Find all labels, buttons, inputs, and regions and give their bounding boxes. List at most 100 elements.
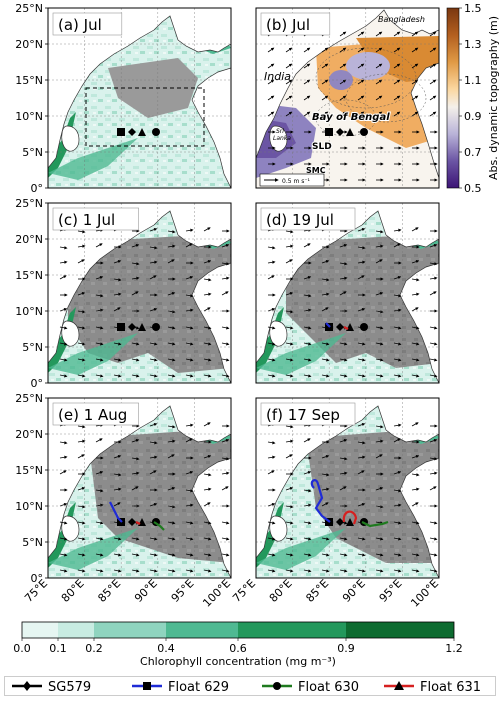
current-vector xyxy=(267,308,276,312)
adt-contour xyxy=(315,99,377,137)
current-vector xyxy=(267,537,276,541)
float-631-track xyxy=(135,521,141,525)
current-vector xyxy=(285,95,293,101)
india-land xyxy=(48,398,231,559)
current-vector xyxy=(185,243,193,248)
current-vector xyxy=(267,455,276,459)
current-vector xyxy=(131,553,140,557)
current-vector xyxy=(267,111,275,117)
current-vector xyxy=(95,276,104,280)
current-vector xyxy=(59,358,68,362)
current-vector xyxy=(375,425,384,429)
current-vector xyxy=(429,276,438,280)
current-vector xyxy=(77,230,86,234)
current-vector xyxy=(321,95,329,101)
current-vector xyxy=(357,553,366,557)
current-vector xyxy=(77,537,86,541)
lon-tick-label: 85°E xyxy=(95,577,123,605)
current-vector xyxy=(429,553,438,557)
current-vector xyxy=(321,63,329,69)
lon-tick-label: 100°E xyxy=(408,577,441,610)
current-vector xyxy=(303,374,312,378)
current-vector xyxy=(77,569,86,573)
current-vector xyxy=(203,502,211,507)
current-vector xyxy=(393,471,402,475)
current-vector xyxy=(149,260,158,264)
current-vector xyxy=(267,569,276,573)
current-vector xyxy=(303,342,312,346)
label-lanka: Lanka xyxy=(273,135,291,142)
lat-tick-label: 10°N xyxy=(15,110,43,123)
current-vector xyxy=(411,47,419,53)
sg579-marker xyxy=(128,323,136,331)
current-vector xyxy=(59,326,68,330)
current-vector xyxy=(375,358,384,362)
panel-frame xyxy=(47,7,232,189)
current-vector xyxy=(185,503,194,507)
panel-e: (e) 1 Aug 0° 5°N 10°N 15°N 20°N 25°N 75°E 80°E 85… xyxy=(15,392,233,610)
current-vector xyxy=(321,342,330,346)
current-vector xyxy=(203,553,212,557)
current-vector xyxy=(131,537,140,541)
current-vector xyxy=(77,454,85,459)
current-vector xyxy=(59,521,68,525)
current-vector xyxy=(411,374,420,378)
current-vector xyxy=(375,569,384,573)
current-vector xyxy=(95,521,104,525)
current-vector xyxy=(321,111,329,117)
current-vector xyxy=(303,276,312,280)
figure: (a) Jul 0° 5°N 10°N 15°N 20°N 25°N (b) Jul Bangl… xyxy=(13,2,500,668)
current-vector xyxy=(303,95,311,101)
legend-marker-triangle xyxy=(394,681,404,690)
current-vector xyxy=(113,502,121,507)
lon-tick-label: 80°E xyxy=(267,577,295,605)
current-vector xyxy=(221,276,230,280)
current-vector xyxy=(267,47,275,53)
current-vector xyxy=(303,438,311,443)
current-vector xyxy=(411,487,420,491)
adt-tick-label: 1.1 xyxy=(464,74,482,87)
adt-tick-label: 1.3 xyxy=(464,38,482,51)
panel-title: (b) Jul xyxy=(266,16,310,34)
current-vector xyxy=(393,79,401,85)
current-vector xyxy=(357,260,366,264)
current-vector xyxy=(267,326,276,330)
current-vector xyxy=(221,457,230,461)
cloud-gap xyxy=(286,233,439,368)
current-vector xyxy=(285,244,294,248)
current-vector xyxy=(375,374,384,378)
adt-tick-label: 1.5 xyxy=(464,2,482,15)
current-vector xyxy=(357,275,365,280)
current-vector xyxy=(375,244,384,248)
current-vector xyxy=(77,487,86,491)
current-vector xyxy=(375,230,384,234)
float-631-track xyxy=(343,326,349,330)
chl-colorbar-segment xyxy=(346,622,454,638)
current-vector xyxy=(285,63,293,69)
current-vector xyxy=(167,439,176,443)
current-vector xyxy=(321,502,329,507)
current-vector xyxy=(285,439,294,443)
current-vector xyxy=(59,260,68,264)
current-vector xyxy=(429,111,437,117)
panel-c: (c) 1 Jul 0° 5°N 10°N 15°N 20°N 25°N xyxy=(15,197,232,390)
current-vector xyxy=(131,244,140,248)
current-vector xyxy=(167,244,176,248)
current-vector xyxy=(339,95,347,101)
current-vector xyxy=(339,262,348,266)
myanmar-land xyxy=(399,457,439,578)
india-land xyxy=(48,203,231,364)
current-vector xyxy=(429,374,438,378)
current-vector xyxy=(303,79,311,85)
label-smc: SMC xyxy=(306,166,326,175)
sg579-marker xyxy=(336,323,344,331)
current-vector xyxy=(131,439,140,443)
current-vector xyxy=(185,358,194,362)
current-vector xyxy=(339,31,347,37)
current-vector xyxy=(429,439,438,443)
current-vector xyxy=(185,342,194,346)
current-vector xyxy=(149,275,157,280)
current-vector xyxy=(411,455,420,459)
sg579-marker xyxy=(336,128,344,136)
current-vector xyxy=(113,455,122,459)
